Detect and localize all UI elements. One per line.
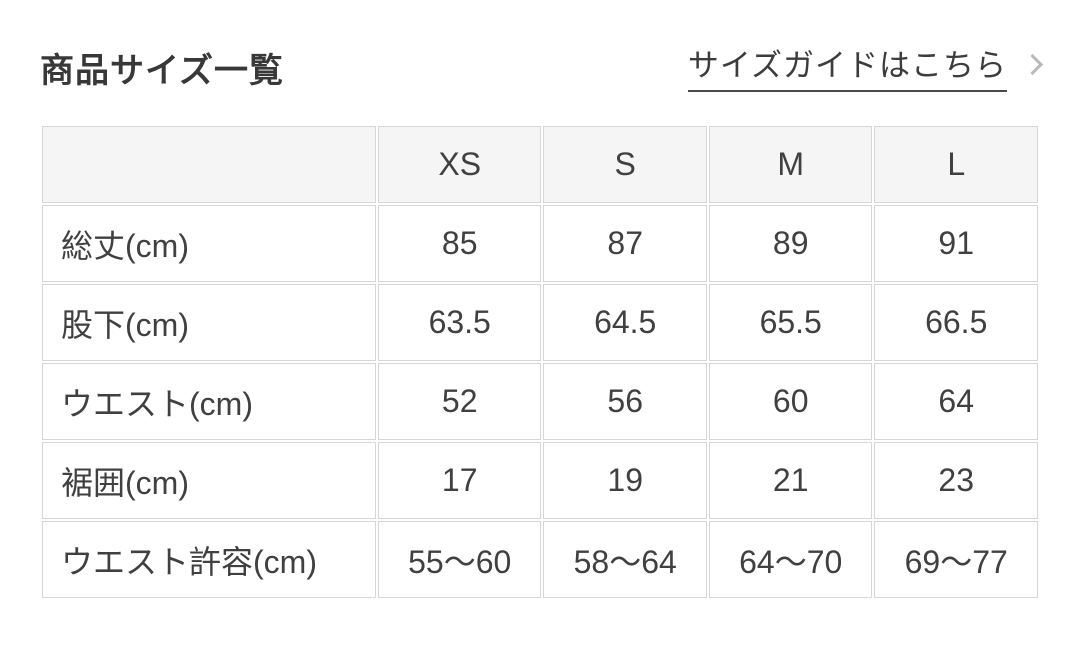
- value-cell-l: 64: [874, 363, 1038, 440]
- value-cell-m: 60: [708, 363, 873, 440]
- col-header-xs: XS: [377, 126, 542, 203]
- value-cell-xs: 17: [377, 442, 542, 519]
- table-row-hem-width: 裾囲(cm) 17 19 21 23: [42, 442, 1038, 519]
- value-cell-s: 64.5: [543, 284, 707, 361]
- value-cell-m: 21: [708, 442, 873, 519]
- value-cell-l: 66.5: [874, 284, 1038, 361]
- row-label: 裾囲(cm): [42, 442, 376, 519]
- value-cell-xs: 52: [377, 363, 542, 440]
- corner-cell: [42, 126, 376, 203]
- section-header: 商品サイズ一覧 サイズガイドはこちら: [40, 40, 1044, 92]
- size-chart-section: 商品サイズ一覧 サイズガイドはこちら XS S M L 総丈(cm) 85 87: [0, 42, 1080, 600]
- value-cell-m: 64〜70: [708, 521, 873, 598]
- table-row-total-length: 総丈(cm) 85 87 89 91: [42, 205, 1038, 282]
- value-cell-xs: 85: [377, 205, 542, 282]
- value-cell-s: 87: [543, 205, 707, 282]
- value-cell-s: 19: [543, 442, 707, 519]
- value-cell-m: 89: [708, 205, 873, 282]
- row-label: 股下(cm): [42, 284, 376, 361]
- page-title: 商品サイズ一覧: [40, 52, 284, 90]
- value-cell-s: 56: [543, 363, 707, 440]
- row-label: ウエスト許容(cm): [42, 521, 376, 598]
- value-cell-xs: 63.5: [377, 284, 542, 361]
- table-row-waist-tolerance: ウエスト許容(cm) 55〜60 58〜64 64〜70 69〜77: [42, 521, 1038, 598]
- chevron-right-icon[interactable]: [1021, 53, 1044, 75]
- table-row-waist: ウエスト(cm) 52 56 60 64: [42, 363, 1038, 440]
- table-row-inseam: 股下(cm) 63.5 64.5 65.5 66.5: [42, 284, 1038, 361]
- col-header-l: L: [874, 126, 1038, 203]
- col-header-m: M: [708, 126, 873, 203]
- size-table: XS S M L 総丈(cm) 85 87 89 91 股下(cm) 63.5 …: [40, 124, 1040, 600]
- value-cell-l: 23: [874, 442, 1038, 519]
- col-header-s: S: [543, 126, 707, 203]
- value-cell-s: 58〜64: [543, 521, 707, 598]
- size-guide-link-label[interactable]: サイズガイドはこちら: [687, 40, 1007, 92]
- value-cell-l: 91: [874, 205, 1038, 282]
- value-cell-xs: 55〜60: [377, 521, 542, 598]
- row-label: ウエスト(cm): [42, 363, 376, 440]
- size-guide-link[interactable]: サイズガイドはこちら: [687, 40, 1044, 92]
- value-cell-m: 65.5: [708, 284, 873, 361]
- value-cell-l: 69〜77: [874, 521, 1038, 598]
- row-label: 総丈(cm): [42, 205, 376, 282]
- table-header-row: XS S M L: [42, 126, 1038, 203]
